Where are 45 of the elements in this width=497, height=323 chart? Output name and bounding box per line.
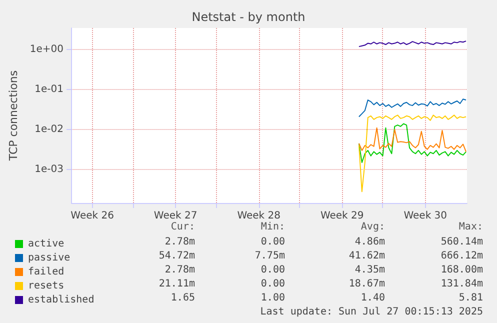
chart-title: Netstat - by month [192,10,306,24]
line-series [358,114,467,192]
text: 4.86m [354,236,385,248]
text: Max: [458,222,483,232]
y-axis-title: TCP connections [7,70,20,162]
text: Last update: Sun Jul 27 00:15:13 2025 [260,306,483,318]
text: 4.35m [354,264,385,276]
text: 2.78m [164,236,195,248]
text: 7.75m [254,250,285,262]
x-tick-label: Week 30 [404,210,448,222]
x-tick-label: Week 29 [320,210,364,222]
text: 21.11m [158,278,195,290]
text: 666.12m [440,250,483,262]
text: 168.00m [440,264,483,276]
text: 1.00 [260,292,285,304]
text: 0.00 [260,278,285,290]
x-tick-label: Week 26 [70,210,114,222]
line-series [358,98,467,118]
legend-label: established [28,294,94,306]
legend-label: active [28,238,64,250]
text: 0.00 [260,236,285,248]
text: 5.81 [458,292,483,304]
text: 1.65 [170,292,195,304]
text: Min: [260,222,285,232]
y-tick-label: 1e-03 [34,164,64,176]
legend-label: passive [28,252,70,264]
text: 0.00 [260,264,285,276]
y-tick-label: 1e+00 [30,44,64,56]
text: 54.72m [158,250,195,262]
text: 41.62m [348,250,385,262]
y-tick-label: 1e-02 [34,124,64,136]
x-tick-label: Week 28 [237,210,281,222]
text: 131.84m [440,278,483,290]
text: 1.40 [360,292,385,304]
x-tick-label: Week 27 [154,210,198,222]
text: 18.67m [348,278,385,290]
legend-label: resets [28,280,64,292]
legend-label: failed [28,266,64,278]
text: 2.78m [164,264,195,276]
text: Avg: [360,222,385,232]
line-series [358,123,467,163]
text: Cur: [170,222,195,232]
line-series [358,127,467,152]
y-tick-label: 1e-01 [34,84,64,96]
text: 560.14m [440,236,483,248]
